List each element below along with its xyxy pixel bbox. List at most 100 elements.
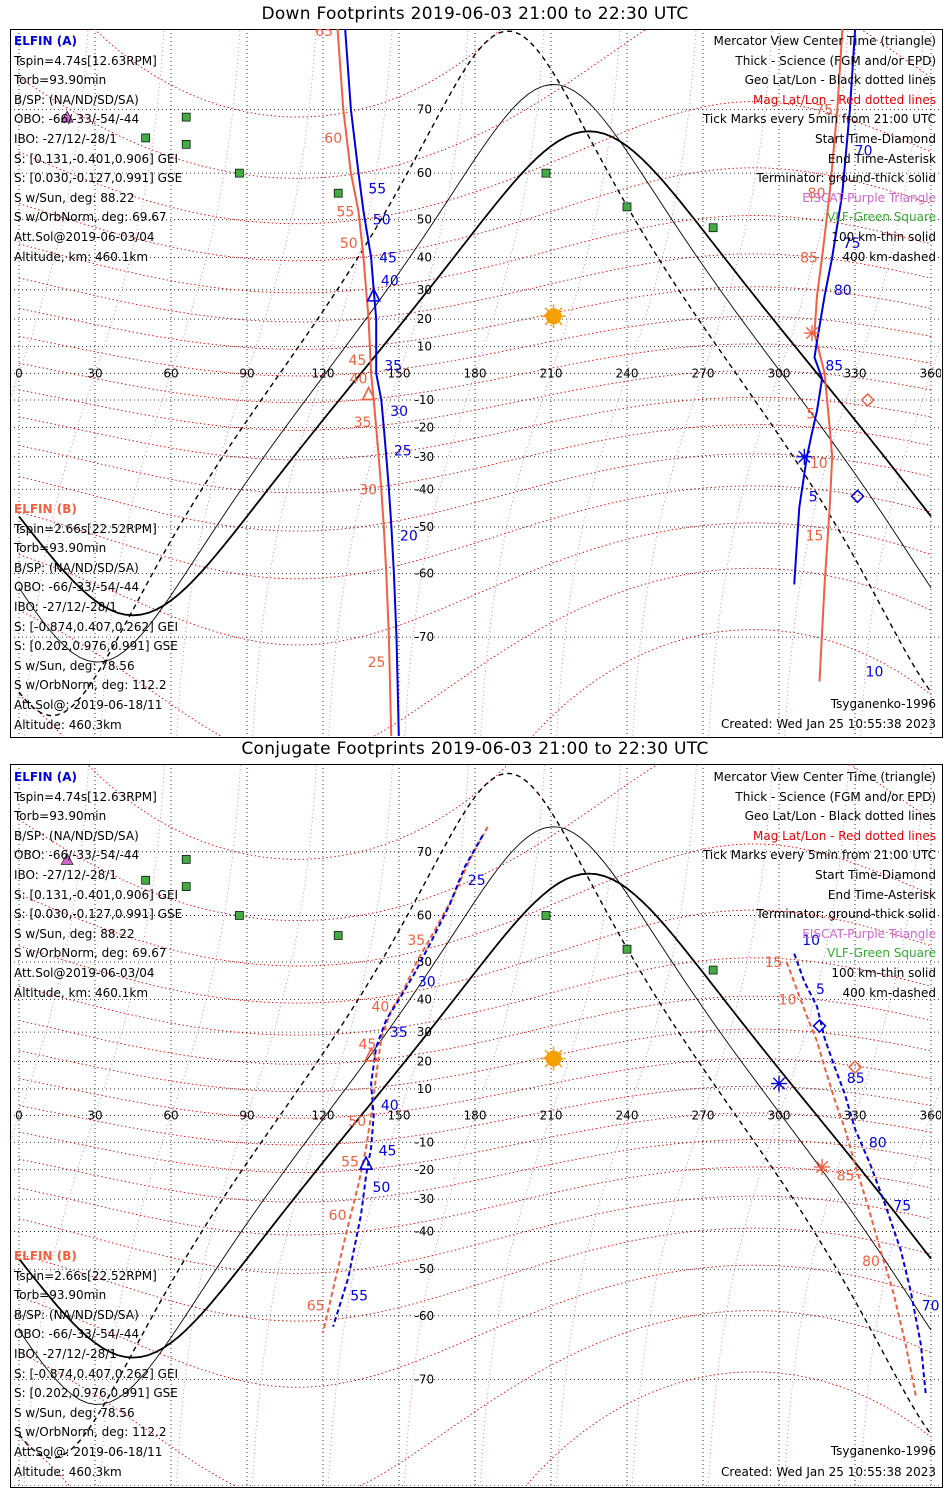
track-time-label: 40 [381, 273, 399, 289]
vlf-station-marker [333, 931, 343, 940]
track-time-label: 80 [808, 186, 826, 202]
vlf-station-marker [333, 188, 343, 198]
lat-tick-label: -10 [415, 393, 435, 407]
eiscat-triangle-marker [60, 110, 74, 123]
track-time-label: 85 [847, 1071, 865, 1087]
lon-tick-label: 150 [388, 366, 411, 380]
lat-tick-label: -20 [415, 1163, 435, 1177]
legend-item: Terminator: ground-thick solid [756, 907, 936, 922]
legend-item: 400 km-dashed [842, 985, 936, 1000]
track-time-label: 50 [373, 1180, 391, 1196]
info-line: B/SP: (NA/ND/SD/SA) [14, 92, 139, 107]
legend-item: Mag Lat/Lon - Red dotted lines [752, 828, 936, 843]
lon-tick-label: 240 [616, 366, 639, 380]
mag-parallel [18, 215, 932, 294]
mag-parallel [18, 764, 932, 922]
lon-tick-label: 150 [388, 1109, 411, 1123]
legend-item: VLF-Green Square [827, 210, 936, 225]
track-time-label: 75 [893, 1198, 911, 1214]
start-time-diamond [812, 1018, 827, 1033]
info-line: S: [0.131,-0.401,0.906] GEI [14, 151, 179, 166]
info-line: Torb=93.90min [14, 809, 107, 824]
lat-tick-label: -40 [415, 482, 435, 496]
lat-tick-label: 50 [417, 213, 432, 227]
elfin-b-name: ELFIN (B) [14, 1249, 77, 1263]
mag-parallel [18, 370, 932, 431]
info-line: Tspin=2.66s[22.52RPM] [14, 521, 157, 536]
vlf-station-marker [622, 202, 632, 212]
sun-ray [544, 321, 549, 326]
lon-tick-label: 330 [844, 366, 867, 380]
mag-parallel [18, 453, 932, 532]
sun-ray [558, 1063, 563, 1068]
lon-tick-label: 90 [239, 1109, 254, 1123]
info-line: OBO: -66/-33/-54/-44 [14, 112, 140, 127]
track-time-label: 30 [390, 404, 408, 420]
sun-ray [558, 1049, 563, 1054]
lat-tick-label: 40 [417, 250, 432, 264]
info-line: Att.Sol@: 2019-06-18/11 [14, 1444, 163, 1459]
info-line: Tspin=4.74s[12.63RPM] [14, 53, 157, 68]
track-time-label: 45 [379, 1143, 397, 1159]
track-time-label: 55 [368, 181, 386, 197]
legend-item: 100 km-thin solid [831, 229, 936, 244]
elfin-a-track [332, 835, 484, 1327]
mag-parallel [18, 29, 932, 179]
lon-tick-label: 60 [163, 366, 178, 380]
mag-parallel [18, 424, 932, 494]
elfin-b-track [813, 29, 844, 682]
track-time-label: 45 [349, 353, 367, 369]
info-line: Torb=93.90min [14, 73, 107, 88]
lat-tick-label: -40 [415, 1225, 435, 1239]
track-time-label: 40 [372, 999, 390, 1015]
lon-tick-label: 270 [692, 1109, 715, 1123]
lat-tick-label: 20 [417, 312, 432, 326]
info-line: Tspin=4.74s[12.63RPM] [14, 789, 157, 804]
track-time-label: 20 [400, 528, 418, 544]
conjugate-footprints-panel [10, 764, 943, 1488]
lon-tick-label: 30 [87, 366, 102, 380]
track-time-label: 80 [834, 283, 852, 299]
track-time-label: 65 [307, 1298, 325, 1314]
info-line: OBO: -66/-33/-54/-44 [14, 1327, 140, 1342]
track-time-label: 15 [806, 528, 824, 544]
terminator-100km-line [18, 826, 932, 1405]
mag-parallel [18, 1139, 932, 1203]
conj-elfin-b-info: ELFIN (B) Tspin=2.66s[22.52RPM] Torb=93.… [14, 1247, 178, 1482]
vlf-station-marker [181, 855, 191, 864]
elfin-b-name: ELFIN (B) [14, 502, 77, 516]
lon-tick-label: 60 [163, 1109, 178, 1123]
end-time-asterisk [805, 326, 819, 340]
conj-model-label: Tsyganenko-1996 [830, 1444, 936, 1458]
lon-tick-label: 270 [692, 366, 715, 380]
legend-item: Mercator View Center Time (triangle) [713, 770, 936, 784]
lat-tick-label: 10 [417, 340, 432, 354]
lat-tick-label: 70 [417, 103, 432, 117]
track-time-label: 45 [358, 1037, 376, 1053]
track-time-label: 10 [866, 665, 884, 681]
lat-tick-label: -60 [415, 566, 435, 580]
mag-parallel [18, 286, 932, 350]
down-created-label: Created: Wed Jan 25 10:55:38 2023 [721, 717, 936, 731]
conj-legend: Mercator View Center Time (triangle) Thi… [703, 768, 936, 1003]
lon-tick-label: 0 [15, 1109, 23, 1123]
legend-item: 100 km-thin solid [831, 965, 936, 980]
vlf-station-marker [235, 911, 244, 920]
info-line: S: [0.030,-0.127,0.991] GSE [14, 907, 183, 922]
down-elfin-b-info: ELFIN (B) Tspin=2.66s[22.52RPM] Torb=93.… [14, 500, 178, 735]
elfin-a-name: ELFIN (A) [14, 770, 77, 784]
legend-item: VLF-Green Square [827, 946, 936, 961]
legend-item: EISCAT-Purple Triangle [802, 190, 936, 205]
center-time-triangle [358, 1155, 374, 1170]
track-time-label: 85 [825, 358, 843, 374]
info-line: S: [-0.874,0.407,0.262] GEI [14, 1366, 179, 1381]
vlf-station-marker [235, 168, 244, 178]
info-line: Tspin=2.66s[22.52RPM] [14, 1268, 157, 1283]
mag-parallel [18, 1085, 932, 1146]
info-line: B/SP: (NA/ND/SD/SA) [14, 560, 139, 575]
track-time-label: 30 [418, 975, 436, 991]
info-line: Att.Sol@: 2019-06-18/11 [14, 697, 163, 712]
legend-item: Geo Lat/Lon - Black dotted lines [744, 809, 936, 824]
vlf-station-marker [141, 133, 151, 143]
info-line: S: [0.202,0.976,0.991] GSE [14, 639, 178, 654]
